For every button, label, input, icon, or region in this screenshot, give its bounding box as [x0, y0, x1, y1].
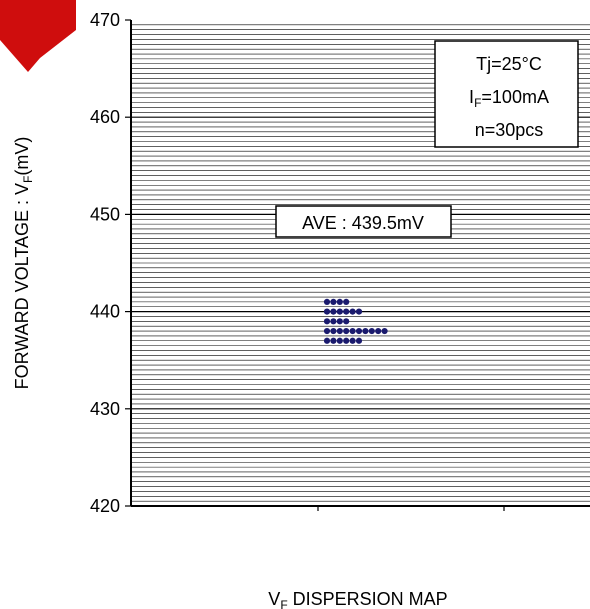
data-point	[323, 308, 331, 315]
data-point	[336, 308, 343, 315]
data-point	[330, 337, 337, 344]
data-point	[355, 308, 363, 315]
average-annotation: AVE : 439.5mV	[275, 205, 452, 238]
legend-frame	[434, 40, 579, 148]
data-point	[330, 318, 337, 325]
data-point	[336, 298, 343, 305]
corner-watermark-shape	[0, 0, 76, 72]
data-point	[343, 308, 350, 315]
axes-layer	[130, 20, 590, 511]
data-point	[343, 298, 350, 305]
data-point	[323, 337, 331, 344]
y-tick-label: 470	[90, 10, 120, 30]
y-tick-label: 460	[90, 107, 120, 127]
data-point	[330, 308, 337, 315]
data-point	[330, 298, 337, 305]
data-point	[330, 327, 337, 335]
data-point	[355, 337, 363, 344]
data-point	[343, 327, 350, 335]
legend-current: IF=100mA	[469, 87, 549, 110]
points-layer	[323, 298, 388, 344]
data-point	[343, 337, 350, 344]
y-tick-label: 430	[90, 399, 120, 419]
y-tick-label: 420	[90, 496, 120, 516]
data-point	[381, 327, 388, 335]
average-label: AVE : 439.5mV	[302, 213, 424, 233]
data-point	[349, 308, 356, 315]
grid-layer	[131, 24, 590, 502]
data-point	[336, 327, 343, 335]
y-axis-label: FORWARD VOLTAGE : VF(mV)	[12, 137, 35, 390]
data-point	[323, 327, 331, 335]
data-point	[375, 327, 382, 335]
ticks-layer: 470 460 450 440 430 420	[90, 10, 131, 516]
legend-count: n=30pcs	[475, 120, 544, 140]
data-point	[343, 318, 350, 325]
legend-box: Tj=25°C IF=100mA n=30pcs	[434, 40, 579, 148]
data-point	[323, 298, 331, 305]
average-frame	[275, 205, 452, 238]
data-point	[368, 327, 375, 335]
y-tick-label: 450	[90, 204, 120, 224]
data-point	[349, 337, 356, 344]
data-point	[355, 327, 363, 335]
y-tick-label: 440	[90, 302, 120, 322]
data-point	[336, 337, 343, 344]
data-point	[349, 327, 356, 335]
x-axis-label: VF DISPERSION MAP	[268, 589, 447, 609]
data-point	[362, 327, 369, 335]
data-point	[323, 318, 331, 325]
data-point	[336, 318, 343, 325]
legend-temperature: Tj=25°C	[476, 54, 542, 74]
